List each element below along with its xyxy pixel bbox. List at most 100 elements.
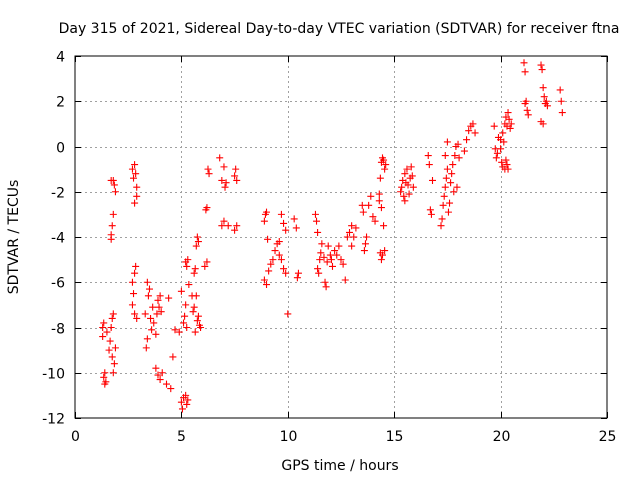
data-point — [107, 324, 115, 331]
data-point — [143, 278, 151, 286]
data-point — [99, 324, 107, 331]
data-point — [263, 281, 271, 289]
data-point — [182, 301, 190, 309]
data-point — [542, 97, 550, 105]
data-point — [539, 120, 547, 128]
data-point — [265, 267, 273, 275]
data-point — [444, 208, 452, 216]
data-point — [171, 326, 179, 334]
x-tick-label: 0 — [71, 429, 80, 445]
data-point — [204, 165, 212, 173]
data-point — [231, 172, 239, 180]
data-point — [222, 179, 230, 187]
data-point — [323, 258, 331, 266]
data-point — [400, 192, 408, 200]
y-tick-label: -4 — [51, 231, 65, 247]
data-point — [493, 149, 501, 157]
data-point — [382, 161, 390, 169]
data-point — [100, 319, 108, 327]
data-point — [191, 328, 199, 336]
data-point — [398, 183, 406, 191]
data-point — [130, 290, 138, 298]
data-point — [381, 165, 389, 173]
data-point — [520, 59, 528, 67]
data-point — [455, 154, 463, 162]
data-point — [183, 400, 191, 408]
data-point — [220, 217, 228, 225]
data-point — [177, 287, 185, 295]
data-point — [156, 376, 164, 384]
data-point — [277, 210, 285, 218]
data-point — [106, 337, 114, 345]
data-point — [377, 204, 385, 212]
data-point — [107, 235, 115, 243]
data-point — [539, 84, 547, 92]
x-tick-label: 10 — [280, 429, 298, 445]
data-point — [439, 201, 447, 209]
data-point — [358, 201, 366, 209]
data-point — [282, 226, 290, 234]
data-point — [131, 269, 139, 277]
data-point — [314, 265, 322, 273]
data-point — [190, 303, 198, 311]
data-point — [343, 233, 351, 241]
data-point — [158, 369, 166, 377]
data-point — [537, 61, 545, 69]
data-point — [367, 192, 375, 200]
data-point — [156, 292, 164, 300]
data-point — [153, 310, 161, 318]
data-point — [280, 219, 288, 227]
data-point — [346, 228, 354, 236]
data-point — [142, 344, 150, 352]
data-point — [277, 256, 285, 264]
data-point — [521, 68, 529, 76]
data-point — [490, 122, 498, 130]
data-point — [335, 242, 343, 250]
data-point — [437, 222, 445, 230]
data-point — [438, 215, 446, 223]
data-point — [132, 262, 140, 270]
data-point — [108, 314, 116, 322]
data-point — [203, 204, 211, 212]
data-point — [184, 256, 192, 264]
data-point — [103, 328, 111, 336]
data-point — [446, 199, 454, 207]
data-point — [443, 138, 451, 146]
data-point — [131, 199, 139, 207]
data-point — [133, 314, 141, 322]
data-point — [380, 222, 388, 230]
data-point — [143, 335, 151, 343]
data-point — [320, 253, 328, 261]
data-point — [497, 136, 505, 144]
data-point — [451, 152, 459, 160]
y-tick-label: -8 — [51, 322, 65, 338]
data-point — [316, 256, 324, 264]
data-points — [99, 59, 566, 413]
data-point — [131, 310, 139, 318]
x-axis-label: GPS time / hours — [281, 458, 398, 474]
data-point — [348, 242, 356, 250]
data-point — [183, 262, 191, 270]
data-point — [177, 398, 185, 406]
data-point — [231, 226, 239, 234]
data-point — [448, 170, 456, 178]
data-point — [132, 170, 140, 178]
data-point — [378, 251, 386, 259]
data-point — [408, 172, 416, 180]
data-point — [465, 127, 473, 135]
data-point — [205, 170, 213, 178]
data-point — [350, 233, 358, 241]
data-point — [450, 188, 458, 196]
data-point — [521, 100, 529, 108]
data-point — [352, 224, 360, 232]
data-point — [317, 249, 325, 257]
data-point — [321, 278, 329, 286]
data-point — [401, 170, 409, 178]
data-point — [371, 217, 379, 225]
data-point — [454, 140, 462, 148]
data-point — [193, 317, 201, 325]
data-point — [111, 188, 119, 196]
data-point — [154, 371, 162, 379]
data-point — [447, 179, 455, 187]
